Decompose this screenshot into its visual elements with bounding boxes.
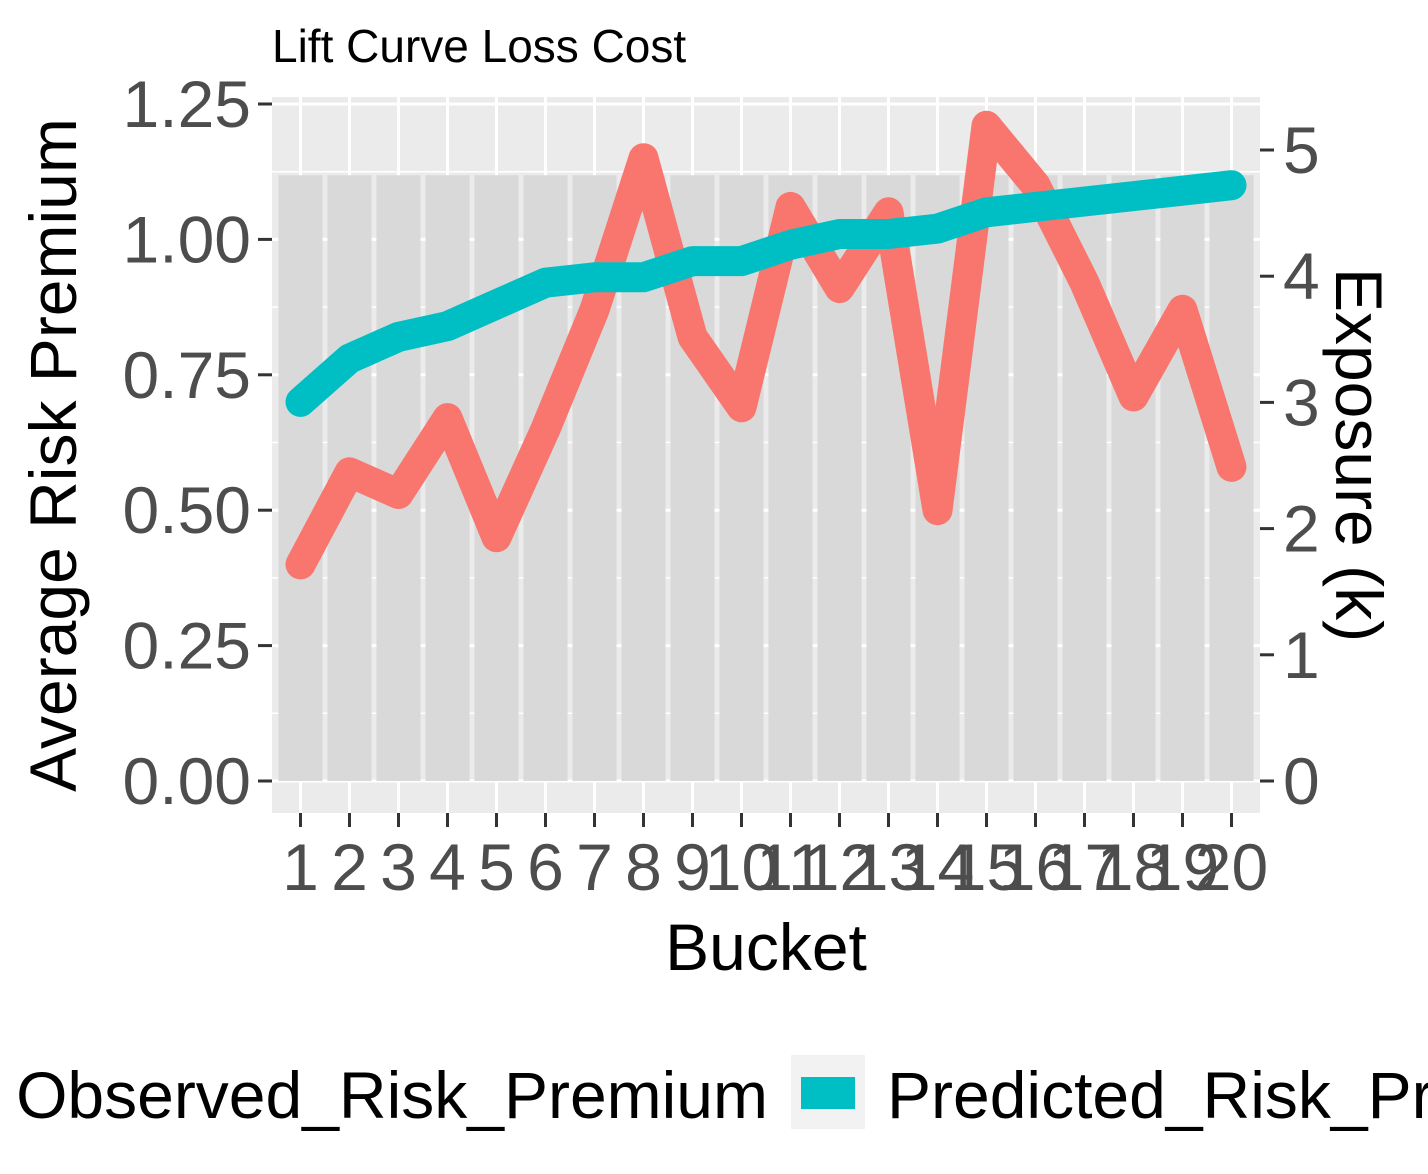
legend-key [801, 1077, 855, 1109]
y2-tick-label: 0 [1283, 744, 1320, 818]
legend-label: Observed_Risk_Premium [16, 1058, 768, 1132]
x-tick-label: 14 [901, 830, 974, 904]
y-tick-label: 0.75 [123, 338, 251, 412]
y-tick-label: 0.25 [123, 609, 251, 683]
y2-tick-label: 3 [1283, 365, 1320, 439]
y-tick-label: 0.00 [123, 744, 251, 818]
x-tick-label: 4 [429, 830, 466, 904]
chart-title: Lift Curve Loss Cost [272, 20, 686, 72]
legend-label: Predicted_Risk_Premium [887, 1058, 1428, 1132]
x-tick-label: 9 [674, 830, 711, 904]
series-lines [285, 110, 1247, 580]
x-axis-title: Bucket [665, 910, 867, 984]
exposure-bar [719, 175, 764, 782]
x-tick-label: 18 [1097, 830, 1170, 904]
y2-tick-label: 2 [1283, 492, 1320, 566]
y2-tick-label: 4 [1283, 239, 1320, 313]
exposure-bar [1013, 175, 1058, 782]
x-tick-label: 8 [625, 830, 662, 904]
x-tick-label: 15 [950, 830, 1023, 904]
legend: Observed_Risk_Premium Predicted_Risk_Prem… [16, 1055, 1428, 1132]
x-tick-label: 10 [705, 830, 778, 904]
x-tick-label: 17 [1048, 830, 1121, 904]
x-tick-label: 20 [1195, 830, 1268, 904]
exposure-bar [278, 175, 323, 782]
y-axis-right: 0 1 2 3 4 5 [1260, 113, 1320, 818]
exposure-bar [1160, 175, 1205, 782]
x-tick-label: 13 [852, 830, 925, 904]
y-axis-left: 0.00 0.25 0.50 0.75 1.00 1.25 [123, 67, 272, 818]
y2-tick-label: 1 [1283, 618, 1320, 692]
y2-axis-title: Exposure (k) [1322, 268, 1396, 642]
x-tick-label: 1 [282, 830, 319, 904]
x-tick-label: 12 [803, 830, 876, 904]
x-tick-label: 3 [380, 830, 417, 904]
x-tick-label: 16 [999, 830, 1072, 904]
x-tick-label: 19 [1146, 830, 1219, 904]
x-tick-label: 11 [756, 830, 825, 904]
x-tick-label: 7 [576, 830, 613, 904]
x-tick-label: 6 [527, 830, 564, 904]
x-tick-label: 5 [478, 830, 515, 904]
x-tick-label: 2 [331, 830, 368, 904]
exposure-bar [1111, 175, 1156, 782]
series-line [285, 110, 1247, 580]
y2-tick-label: 5 [1283, 113, 1320, 187]
y-tick-label: 1.25 [123, 67, 251, 141]
y-axis-title: Average Risk Premium [16, 118, 90, 792]
series-line [285, 170, 1247, 417]
y-tick-label: 0.50 [123, 473, 251, 547]
y-tick-label: 1.00 [123, 202, 251, 276]
